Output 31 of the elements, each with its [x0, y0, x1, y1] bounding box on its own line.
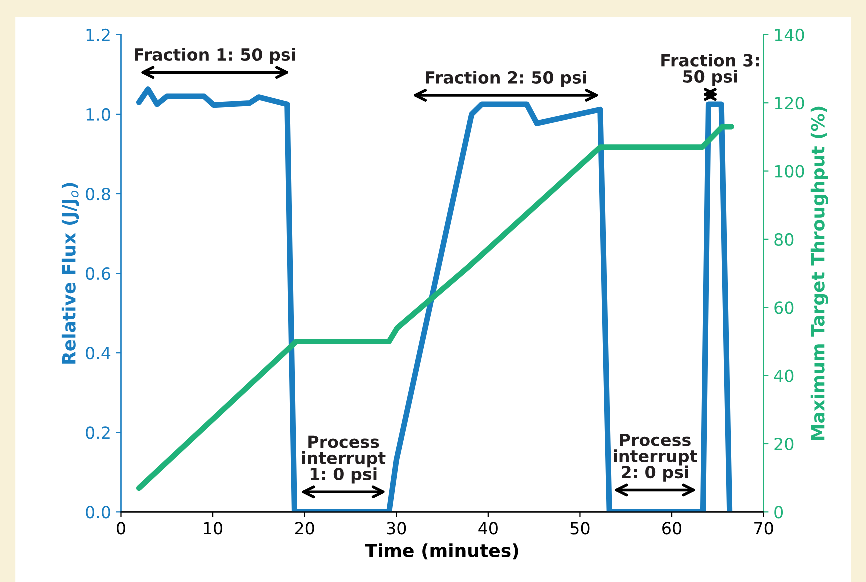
annotation: Fraction 1: 50 psi — [135, 48, 296, 64]
y-tick-label: 0.4 — [86, 347, 111, 360]
annotation: Fraction 3: 50 psi — [662, 54, 759, 86]
annotation: Process interrupt 2: 0 psi — [614, 434, 698, 482]
x-tick-label: 60 — [662, 522, 682, 535]
x-tick-label: 0 — [117, 522, 126, 535]
x-tick-label: 40 — [478, 522, 498, 535]
y-tick-label: 0.8 — [86, 188, 110, 201]
y-axis-title: Relative Flux (J/J$_{o}$) — [62, 183, 80, 364]
x-tick-label: 20 — [295, 522, 314, 535]
y-tick-label: 0.6 — [86, 268, 110, 280]
y-tick-label: 1.2 — [86, 28, 110, 42]
y2-tick-label: 140 — [775, 28, 804, 42]
y-tick-label: 0.0 — [86, 506, 110, 519]
y2-axis-title: Maximum Target Throughput (%) — [810, 106, 829, 440]
y2-tick-label: 100 — [775, 165, 804, 178]
x-tick-label: 70 — [754, 522, 774, 535]
y2-tick-label: 0 — [774, 506, 784, 519]
x-tick-label: 50 — [570, 522, 590, 535]
y-tick-label: 1.0 — [86, 108, 110, 122]
annotation: Fraction 2: 50 psi — [426, 71, 586, 88]
x-tick-label: 30 — [387, 522, 406, 535]
x-tick-label: 10 — [204, 522, 223, 535]
y2-tick-label: 20 — [774, 438, 794, 451]
y2-tick-label: 60 — [774, 302, 794, 314]
y-tick-label: 0.2 — [86, 426, 110, 440]
annotation: Process interrupt 1: 0 psi — [302, 436, 386, 484]
x-axis-title: Time (minutes) — [365, 544, 518, 560]
y2-tick-label: 120 — [775, 97, 804, 110]
y2-tick-label: 40 — [774, 370, 794, 382]
y2-tick-label: 80 — [774, 233, 794, 246]
